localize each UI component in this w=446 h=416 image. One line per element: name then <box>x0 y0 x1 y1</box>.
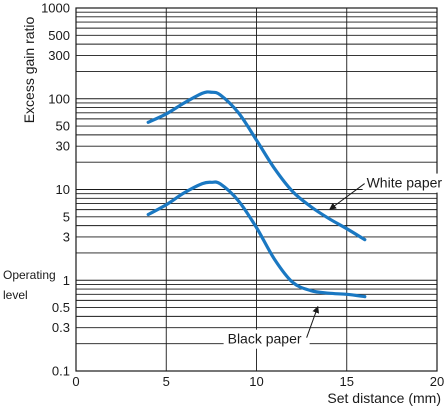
y-tick-label: 1 <box>63 273 70 288</box>
x-tick-label: 15 <box>340 374 354 389</box>
annotation-layer: White paper Black paper <box>223 173 446 349</box>
y-tick-label: 3 <box>63 229 70 244</box>
black-paper-label-bg <box>223 329 310 349</box>
black-paper-curve <box>146 180 367 299</box>
x-tick-label: 10 <box>249 374 263 389</box>
x-axis-title: Set distance (mm) <box>327 390 441 406</box>
x-tick-label: 20 <box>430 374 444 389</box>
black-paper-label: Black paper <box>228 331 302 347</box>
y-tick-label: 0.1 <box>52 364 70 379</box>
y-tick-label: 500 <box>48 28 70 43</box>
y-tick-label: 50 <box>56 119 70 134</box>
y-tick-label: 300 <box>48 48 70 63</box>
y-tick-label: 100 <box>48 91 70 106</box>
white-paper-arrow <box>329 183 365 210</box>
y-tick-label: 5 <box>63 209 70 224</box>
series-layer <box>146 90 367 299</box>
tick-layer: 1000 500 300 100 50 30 10 5 3 1 0.5 0.3 0.10 5 10 15 20 <box>41 1 444 390</box>
white-paper-label: White paper <box>367 175 443 191</box>
grid-layer <box>75 7 438 372</box>
white-paper-label-bg <box>362 173 446 193</box>
y-tick-label: 0.3 <box>52 320 70 335</box>
black-paper-arrow <box>306 305 320 338</box>
operating-level-label: Operating <box>3 268 56 282</box>
operating-level-label-line2: level <box>3 288 28 302</box>
y-tick-label: 0.5 <box>52 300 70 315</box>
y-tick-label: 1000 <box>41 1 70 16</box>
x-tick-label: 5 <box>163 374 170 389</box>
y-axis-title: Excess gain ratio <box>21 16 37 123</box>
white-paper-curve <box>146 90 367 242</box>
y-tick-label: 30 <box>56 139 70 154</box>
x-tick-label: 0 <box>72 374 79 389</box>
y-tick-label: 10 <box>56 182 70 197</box>
